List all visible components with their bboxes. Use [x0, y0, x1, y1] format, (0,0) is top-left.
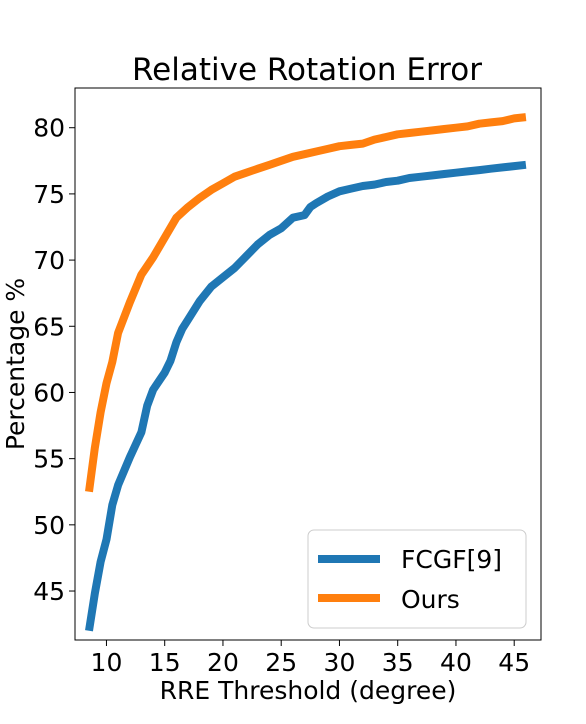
legend-label-fcgf: FCGF[9]: [401, 545, 502, 574]
series-line-fcgf: [85, 160, 527, 632]
y-tick-label: 80: [33, 114, 65, 143]
y-tick-label: 55: [33, 445, 65, 474]
y-tick-label: 45: [33, 577, 65, 606]
series-line-ours: [85, 113, 527, 493]
x-tick-label: 45: [498, 648, 530, 677]
legend-box: [307, 529, 527, 629]
y-tick-label: 60: [33, 378, 65, 407]
x-tick-label: 20: [207, 648, 239, 677]
y-tick-label: 75: [33, 180, 65, 209]
chart-title: Relative Rotation Error: [132, 52, 482, 88]
x-tick-label: 35: [382, 648, 414, 677]
x-tick-label: 10: [91, 648, 123, 677]
plot-frame: [74, 87, 542, 641]
x-tick-label: 40: [440, 648, 472, 677]
series-layer: [85, 113, 527, 632]
x-axis-label: RRE Threshold (degree): [160, 676, 457, 705]
legend: FCGF[9] Ours: [307, 529, 527, 629]
y-tick-label: 50: [33, 511, 65, 540]
y-axis-label: Percentage %: [1, 278, 30, 450]
y-tick-label: 65: [33, 312, 65, 341]
x-tick-label: 25: [265, 648, 297, 677]
x-tick-label: 15: [149, 648, 181, 677]
y-axis: 45 50 55 60 65 70 75 80: [33, 114, 75, 606]
x-axis: 10 15 20 25 30 35 40 45: [91, 640, 530, 677]
legend-label-ours: Ours: [401, 585, 460, 614]
y-tick-label: 70: [33, 246, 65, 275]
x-tick-label: 30: [324, 648, 356, 677]
